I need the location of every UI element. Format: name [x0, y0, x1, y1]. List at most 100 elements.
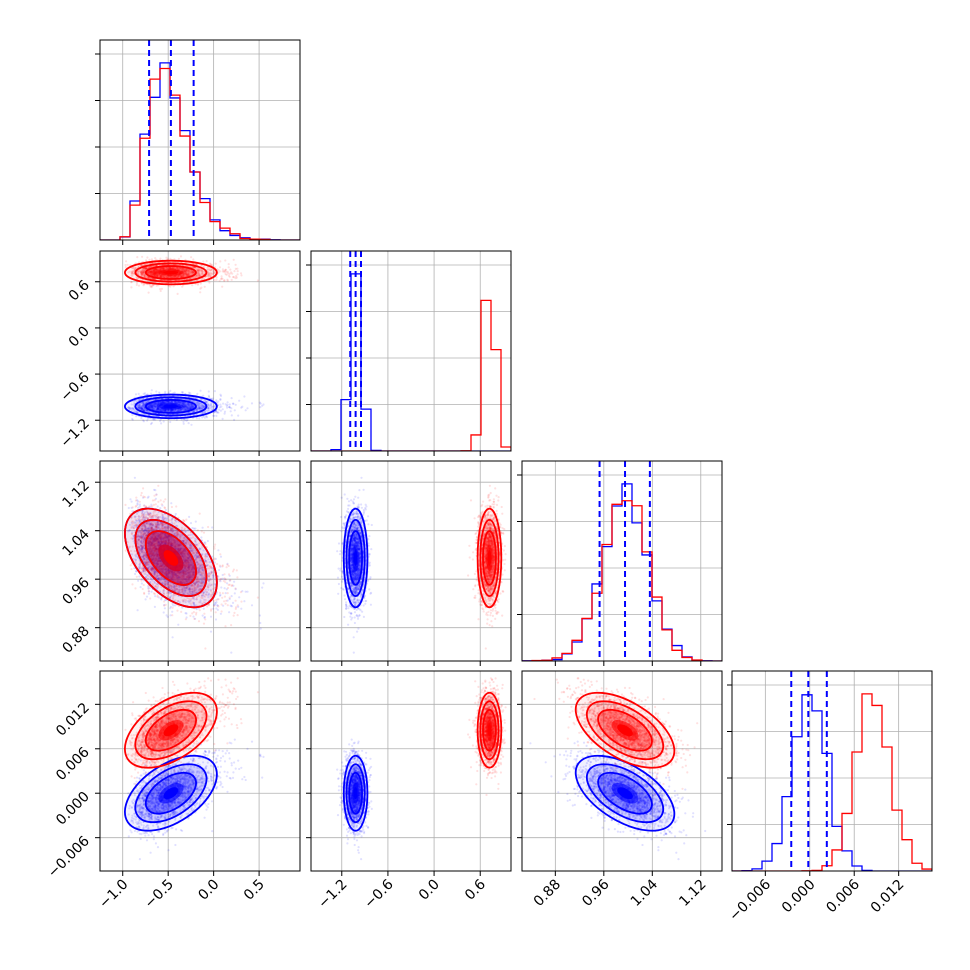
scatter-point: [141, 407, 144, 410]
scatter-point: [188, 407, 191, 410]
scatter-point: [139, 405, 142, 408]
scatter-point: [164, 409, 167, 412]
scatter-point: [208, 407, 211, 410]
scatter-point: [135, 283, 138, 286]
scatter-point: [171, 409, 174, 413]
scatter-point: [156, 406, 159, 409]
scatter-point: [149, 404, 152, 407]
scatter-point: [231, 402, 235, 405]
scatter-point: [153, 404, 156, 407]
scatter-point: [236, 273, 239, 276]
scatter-point: [185, 408, 188, 411]
scatter-point: [141, 408, 144, 411]
scatter-point: [148, 410, 151, 413]
scatter-point: [136, 404, 139, 407]
scatter-point: [127, 406, 130, 409]
scatter-point: [181, 407, 184, 410]
panel-1-1: [306, 250, 512, 456]
scatter-point: [141, 407, 144, 410]
scatter-point: [149, 406, 152, 409]
scatter-point: [183, 404, 186, 407]
scatter-point: [244, 409, 247, 412]
scatter-point: [155, 403, 158, 406]
scatter-point: [132, 407, 135, 410]
scatter-point: [142, 402, 145, 405]
scatter-point: [146, 419, 149, 422]
scatter-point: [205, 260, 208, 263]
scatter-point: [147, 291, 150, 294]
scatter-point: [164, 401, 167, 404]
scatter-point: [127, 406, 130, 409]
scatter-point: [172, 285, 175, 288]
scatter-point: [154, 405, 157, 408]
scatter-point: [190, 404, 193, 407]
scatter-point: [194, 408, 198, 411]
scatter-point: [156, 406, 159, 409]
scatter-point: [218, 406, 222, 409]
scatter-point: [175, 418, 178, 421]
scatter-point: [129, 406, 132, 410]
scatter-point: [143, 392, 147, 395]
scatter-point: [141, 407, 144, 410]
scatter-point: [233, 270, 236, 273]
scatter-point: [159, 408, 162, 411]
scatter-point: [138, 405, 141, 408]
panel-0-0: [95, 39, 301, 245]
scatter-point: [142, 409, 145, 412]
scatter-point: [153, 407, 156, 410]
scatter-point: [199, 389, 202, 392]
scatter-point: [185, 407, 188, 410]
scatter-point: [193, 410, 196, 413]
scatter-point: [142, 413, 146, 416]
scatter-point: [196, 406, 200, 409]
scatter-point: [139, 406, 142, 409]
scatter-point: [196, 392, 199, 395]
scatter-point: [162, 408, 165, 411]
scatter-point: [140, 406, 143, 409]
scatter-point: [142, 412, 145, 416]
scatter-point: [170, 410, 173, 413]
scatter-point: [153, 605, 156, 609]
contour-core-red: [163, 270, 179, 275]
scatter-point: [243, 395, 246, 398]
scatter-point: [153, 408, 156, 411]
y-tick-label: −0.6: [57, 370, 92, 405]
scatter-point: [227, 266, 230, 269]
scatter-point: [221, 270, 224, 273]
scatter-point: [169, 420, 172, 424]
scatter-point: [156, 403, 159, 406]
scatter-point: [151, 405, 154, 409]
scatter-point: [135, 415, 138, 418]
scatter-point: [191, 400, 194, 403]
scatter-point: [164, 400, 167, 403]
scatter-point: [215, 399, 218, 402]
panel-content: [124, 255, 265, 426]
scatter-point: [149, 285, 152, 288]
scatter-point: [156, 405, 159, 409]
scatter-point: [201, 614, 204, 617]
scatter-point: [181, 402, 184, 405]
scatter-point: [226, 270, 229, 273]
scatter-point: [226, 403, 229, 406]
scatter-point: [157, 407, 160, 410]
scatter-point: [229, 268, 232, 271]
scatter-point: [141, 403, 144, 406]
scatter-point: [153, 402, 156, 405]
scatter-point: [176, 408, 179, 411]
scatter-point: [151, 399, 154, 402]
scatter-point: [150, 406, 153, 409]
scatter-point: [226, 406, 229, 409]
scatter-point: [137, 579, 140, 582]
scatter-point: [170, 410, 173, 413]
scatter-point: [167, 400, 170, 403]
scatter-point: [205, 401, 208, 404]
scatter-point: [162, 409, 165, 412]
scatter-point: [156, 408, 159, 411]
panel-content: [311, 251, 511, 451]
scatter-point: [202, 405, 205, 408]
scatter-point: [161, 408, 164, 412]
scatter-point: [190, 405, 193, 408]
scatter-point: [156, 405, 159, 408]
scatter-point: [125, 260, 128, 263]
